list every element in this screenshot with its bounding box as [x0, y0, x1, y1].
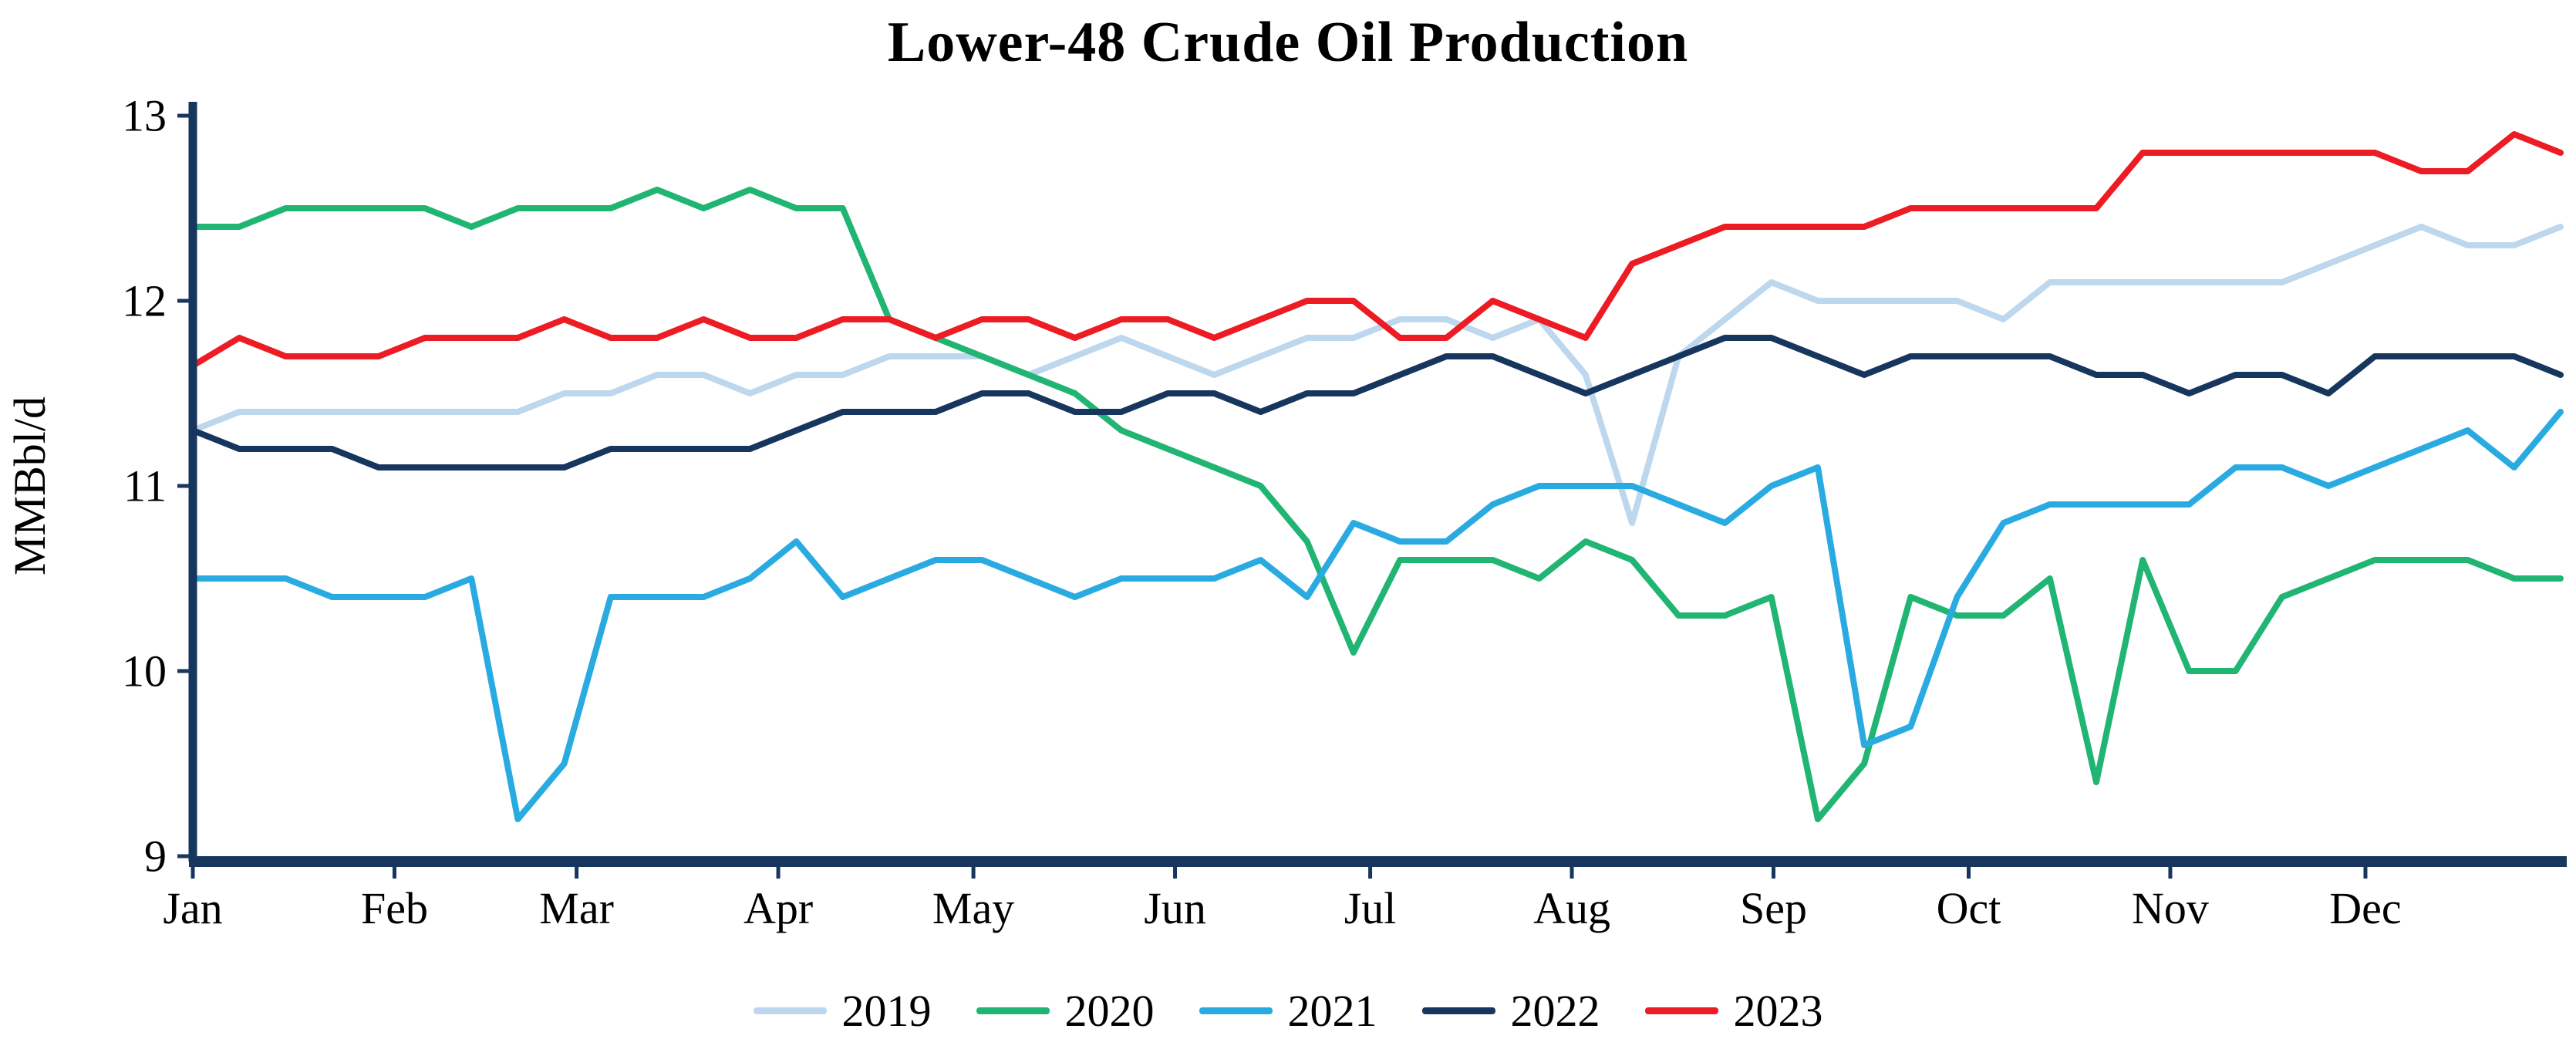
y-tick-label: 9	[144, 831, 167, 882]
x-tick-label: Sep	[1740, 883, 1807, 933]
legend-swatch-2021	[1199, 1007, 1273, 1014]
x-tick-label: Jun	[1144, 883, 1206, 933]
x-tick-label: Nov	[2132, 883, 2209, 933]
x-tick-label: Feb	[361, 883, 428, 933]
legend-label-2023: 2023	[1733, 985, 1823, 1036]
legend-swatch-2019	[753, 1007, 827, 1014]
x-tick-label: Aug	[1533, 883, 1610, 933]
legend-label-2020: 2020	[1064, 985, 1155, 1036]
plot-layer: 9 10 11 12 13 Jan Feb Mar Apr May Jun Jul Aug Sep Oct N…	[122, 91, 2567, 933]
x-tick-label: Jul	[1344, 883, 1397, 933]
legend-item-2020: 2020	[976, 985, 1155, 1037]
legend-item-2022: 2022	[1421, 985, 1600, 1037]
series-line-2019	[190, 224, 2564, 526]
legend-label-2019: 2019	[841, 985, 932, 1036]
x-tick-label: Oct	[1937, 883, 2001, 933]
legend-swatch-2022	[1421, 1007, 1495, 1014]
chart-legend: 2019 2020 2021 2022 2023	[0, 972, 2576, 1049]
y-tick-label: 12	[122, 276, 167, 326]
series-line-2023	[190, 131, 2564, 369]
legend-label-2022: 2022	[1510, 985, 1600, 1036]
y-tick-label: 11	[123, 461, 167, 511]
legend-item-2021: 2021	[1199, 985, 1377, 1037]
y-tick-label: 13	[122, 91, 167, 141]
y-tick-label: 10	[122, 646, 167, 697]
series-line-2020	[190, 187, 2564, 822]
series-line-2022	[190, 335, 2564, 471]
x-tick-label: May	[932, 883, 1014, 933]
legend-item-2023: 2023	[1644, 985, 1823, 1037]
x-tick-label: Apr	[743, 883, 813, 933]
legend-label-2021: 2021	[1287, 985, 1377, 1036]
series-line-2021	[190, 409, 2564, 822]
x-tick-label: Dec	[2329, 883, 2401, 933]
x-tick-label: Mar	[539, 883, 614, 933]
legend-swatch-2023	[1644, 1007, 1718, 1014]
chart-title: Lower-48 Crude Oil Production	[887, 11, 1689, 74]
x-tick-label: Jan	[163, 883, 222, 933]
legend-item-2019: 2019	[753, 985, 932, 1037]
legend-swatch-2020	[976, 1007, 1050, 1014]
y-axis-label: MMBbl/d	[5, 396, 55, 575]
production-line-chart: MMBbl/d 9 10 11 12 13 Jan Feb Mar Apr May Jun Jul Au…	[5, 91, 2567, 933]
